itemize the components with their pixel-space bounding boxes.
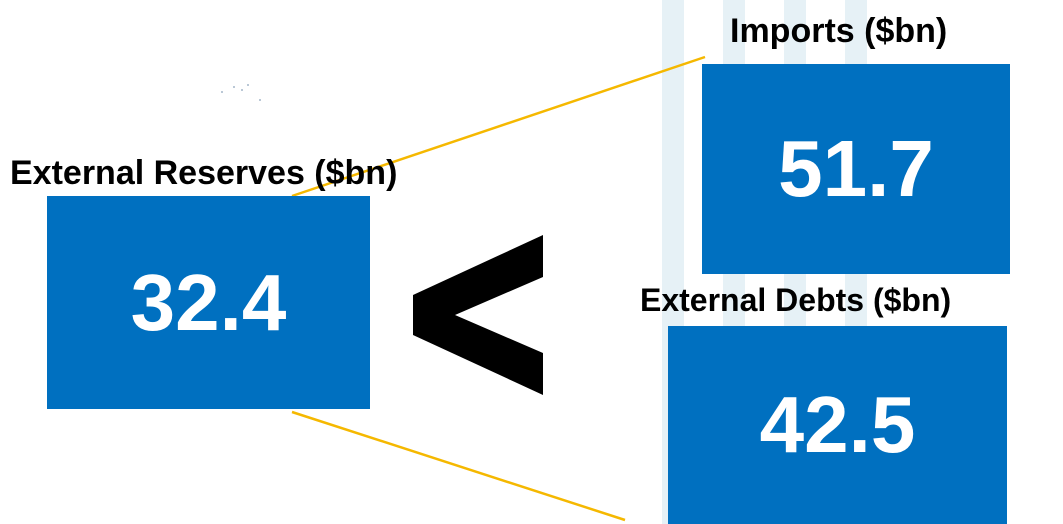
debts-value: 42.5: [759, 380, 916, 469]
debts-label: External Debts ($bn): [640, 282, 952, 318]
reserves-value: 32.4: [130, 257, 287, 347]
decorative-specks: [221, 84, 261, 101]
connector-line-debts: [291, 410, 626, 522]
imports-value-box: 51.7: [702, 64, 1010, 274]
reserves-label: External Reserves ($bn): [10, 154, 398, 192]
connector-line-imports: [291, 55, 706, 198]
less-than-symbol: [413, 235, 543, 395]
imports-label: Imports ($bn): [730, 12, 948, 50]
debts-value-box: 42.5: [668, 326, 1007, 524]
reserves-value-box: 32.4: [47, 196, 370, 409]
imports-value: 51.7: [778, 124, 934, 213]
